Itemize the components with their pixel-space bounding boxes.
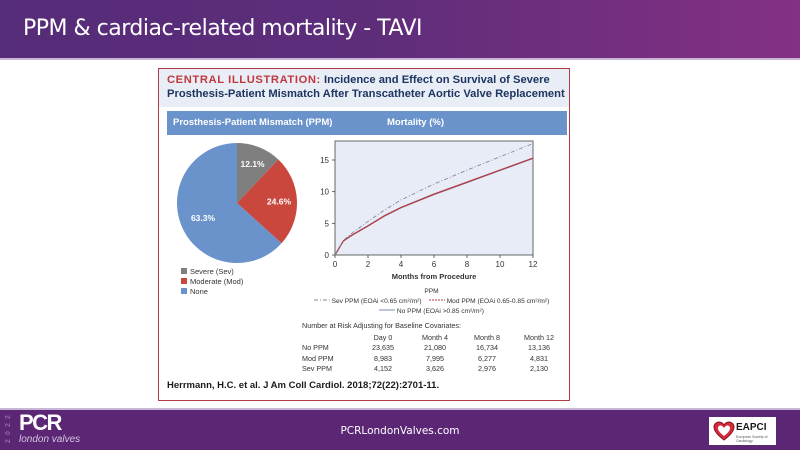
legend-line-no (379, 309, 396, 311)
risk-row-label: Sev PPM (302, 364, 332, 374)
series-line-sev (334, 143, 534, 256)
risk-cell: 2,130 (530, 364, 548, 374)
mortality-line-chart: 0 5 10 15 0 2 4 6 8 10 12 Months from Procedure (309, 139, 569, 319)
risk-col-month4: Month 4 (422, 332, 448, 342)
footer-divider (0, 408, 800, 410)
legend-item-moderate: Moderate (Mod) (181, 277, 243, 287)
eapci-sublabel: European Society of Cardiology (736, 435, 768, 443)
risk-cell: 8,983 (374, 353, 392, 363)
pie-slice-severe (237, 143, 279, 203)
band-ppm-label: Prosthesis-Patient Mismatch (PPM) (173, 117, 333, 128)
figure-title-prefix: CENTRAL ILLUSTRATION: (167, 74, 321, 86)
table-row: Mod PPM 8,983 7,995 6,277 4,831 (302, 353, 565, 364)
eapci-label: EAPCI (736, 422, 767, 433)
series-line-mod (334, 157, 534, 256)
legend-swatch-severe (181, 268, 187, 274)
legend-swatch-moderate (181, 278, 187, 284)
legend-label-mod: Mod PPM (EOAi 0.65-0.85 cm²/m²) (446, 298, 550, 305)
slide-footer (0, 410, 800, 450)
legend-label-severe: Severe (Sev) (190, 267, 234, 276)
x-tick-label: 10 (496, 260, 505, 269)
risk-cell: 6,277 (478, 353, 496, 363)
slide-title: PPM & cardiac-related mortality - TAVI (23, 16, 423, 41)
pie-legend: Severe (Sev) Moderate (Mod) None (181, 267, 243, 297)
footer-url[interactable]: PCRLondonValves.com (340, 425, 460, 437)
legend-swatch-none (181, 288, 187, 294)
pcr-logo: PCR (19, 410, 62, 435)
risk-col-empty (302, 332, 357, 343)
risk-table-header: Day 0 Month 4 Month 8 Month 12 (302, 332, 565, 343)
legend-item-severe: Severe (Sev) (181, 267, 243, 277)
plot-area (334, 140, 534, 256)
risk-col-month8: Month 8 (474, 332, 500, 342)
table-row: No PPM 23,635 21,080 16,734 13,136 (302, 343, 565, 354)
legend-label-no: No PPM (EOAi >0.85 cm²/m²) (396, 308, 484, 315)
central-illustration: CENTRAL ILLUSTRATION: Incidence and Effe… (158, 68, 570, 401)
header-divider (0, 58, 800, 60)
pie-data-label: 12.1% (241, 159, 266, 169)
line-legend: PPM Sev PPM (EOAi <0.65 cm²/m²) Mod PPM … (299, 287, 564, 317)
figure-title-bar: CENTRAL ILLUSTRATION: Incidence and Effe… (159, 69, 569, 107)
logo-year-digit: 2 (5, 415, 12, 419)
legend-item-none: None (181, 287, 243, 297)
legend-label-sev: Sev PPM (EOAi <0.65 cm²/m²) (331, 298, 422, 305)
risk-cell: 7,995 (426, 353, 444, 363)
pie-data-label: 63.3% (191, 213, 216, 223)
risk-cell: 16,734 (476, 343, 498, 353)
y-tick-label: 0 (325, 251, 330, 260)
risk-row-label: No PPM (302, 343, 329, 353)
x-axis-label: Months from Procedure (392, 272, 477, 281)
x-tick-label: 2 (366, 260, 371, 269)
risk-row-label: Mod PPM (302, 353, 334, 363)
section-band: Prosthesis-Patient Mismatch (PPM) Mortal… (167, 111, 567, 135)
x-tick-label: 12 (529, 260, 538, 269)
slide-header (0, 0, 800, 58)
heart-icon (713, 421, 735, 441)
eapci-logo: EAPCI European Society of Cardiology (709, 417, 776, 445)
line-legend-title: PPM (424, 288, 439, 295)
risk-cell: 4,152 (374, 364, 392, 374)
risk-table: Day 0 Month 4 Month 8 Month 12 No PPM 23… (302, 332, 565, 374)
legend-label-moderate: Moderate (Mod) (190, 277, 244, 286)
risk-cell: 2,976 (478, 364, 496, 374)
pie-slice-moderate (237, 159, 297, 244)
x-tick-label: 8 (465, 260, 470, 269)
pcr-logo-subtitle: london valves (19, 434, 81, 445)
risk-cell: 3,626 (426, 364, 444, 374)
y-tick-label: 15 (320, 156, 329, 165)
logo-year-digit: 2 (5, 439, 12, 443)
y-tick-label: 5 (325, 219, 330, 228)
pie-data-label: 24.6% (267, 196, 292, 206)
risk-cell: 4,831 (530, 353, 548, 363)
legend-line-sev (313, 299, 330, 301)
risk-cell: 13,136 (528, 343, 550, 353)
risk-cell: 21,080 (424, 343, 446, 353)
risk-col-month12: Month 12 (524, 332, 554, 342)
figure-title-text: Incidence and Effect on Survival of Seve… (167, 74, 565, 100)
band-mortality-label: Mortality (%) (387, 117, 444, 128)
x-tick-label: 4 (399, 260, 404, 269)
table-row: Sev PPM 4,152 3,626 2,976 2,130 (302, 364, 565, 375)
risk-cell: 23,635 (372, 343, 394, 353)
legend-line-mod (428, 299, 445, 301)
citation: Herrmann, H.C. et al. J Am Coll Cardiol.… (167, 380, 440, 391)
x-tick-label: 6 (432, 260, 437, 269)
figure-title: CENTRAL ILLUSTRATION: Incidence and Effe… (167, 74, 567, 101)
pie-chart: 12.1% 24.6% 63.3% (175, 141, 299, 265)
risk-col-day0: Day 0 (373, 332, 393, 342)
legend-label-none: None (190, 287, 208, 296)
pie-slice-none (177, 143, 282, 263)
y-tick-label: 10 (320, 188, 329, 197)
risk-table-title: Number at Risk Adjusting for Baseline Co… (302, 321, 461, 330)
x-tick-label: 0 (333, 260, 338, 269)
